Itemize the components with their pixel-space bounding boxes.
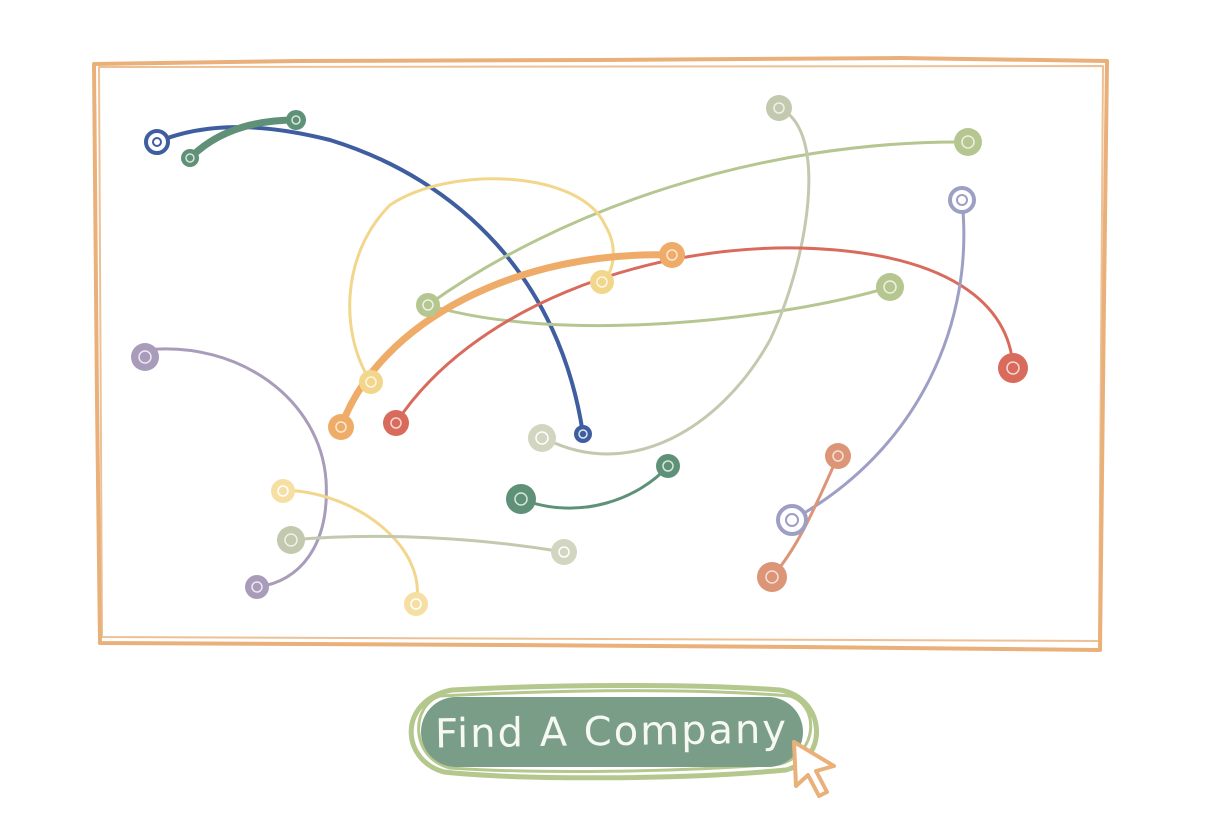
connection-curve (790, 198, 966, 522)
node-circle[interactable] (506, 484, 536, 514)
connection-curve (546, 106, 811, 456)
connection-curve (519, 464, 670, 510)
node-circle[interactable] (245, 575, 269, 599)
connection-curve (186, 116, 300, 162)
node-circle[interactable] (590, 270, 614, 294)
node-circle[interactable] (131, 343, 159, 371)
node-circle[interactable] (277, 526, 305, 554)
find-company-button[interactable]: Find A Company (421, 697, 803, 767)
node-circle[interactable] (181, 149, 199, 167)
node-circle[interactable] (766, 95, 792, 121)
connection-curve (426, 285, 892, 328)
node-circle[interactable] (574, 425, 592, 443)
node-circle[interactable] (998, 353, 1028, 383)
connection-curve (289, 534, 566, 554)
connection-curve (394, 246, 1015, 425)
node-circle[interactable] (144, 129, 170, 155)
connection-curve (281, 488, 419, 606)
node-circle[interactable] (776, 504, 808, 536)
find-company-button-label: Find A Company (435, 706, 789, 758)
node-circle[interactable] (404, 592, 428, 616)
node-circle[interactable] (359, 370, 383, 394)
node-circle[interactable] (825, 443, 851, 469)
node-circle[interactable] (876, 273, 904, 301)
node-circle[interactable] (656, 454, 680, 478)
node-circle[interactable] (286, 110, 306, 130)
canvas-frame (92, 56, 1109, 652)
connection-curve (426, 140, 970, 307)
node-circle[interactable] (948, 186, 976, 214)
node-circle[interactable] (954, 128, 982, 156)
node-circle[interactable] (383, 410, 409, 436)
connection-curve (143, 347, 328, 589)
node-circle[interactable] (271, 479, 295, 503)
connection-curve (348, 177, 615, 384)
node-circle[interactable] (416, 293, 440, 317)
node-circle[interactable] (757, 562, 787, 592)
node-circle[interactable] (551, 539, 577, 565)
connection-curve (337, 251, 676, 431)
arrow-cursor-icon (792, 740, 836, 798)
node-circle[interactable] (659, 242, 685, 268)
node-circle[interactable] (528, 424, 556, 452)
node-circle[interactable] (328, 414, 354, 440)
